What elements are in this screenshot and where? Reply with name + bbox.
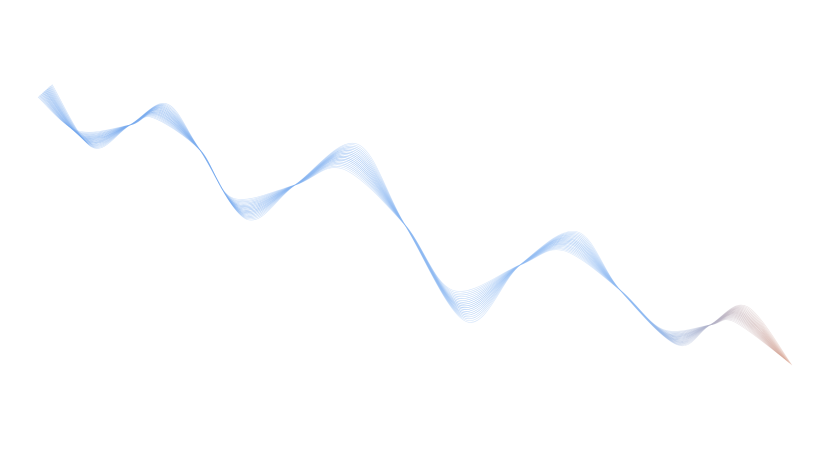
wave-line (45, 89, 787, 361)
wave-line (40, 94, 781, 356)
wave-line (45, 90, 786, 360)
wave-line (51, 84, 793, 366)
wave-line (46, 88, 788, 362)
wave-line (41, 93, 783, 358)
wave-line (50, 85, 792, 365)
wave-line (47, 87, 789, 362)
wave-line (43, 91, 784, 359)
wave-line (42, 92, 784, 358)
wave-line (38, 96, 780, 355)
wave-line (48, 87, 789, 363)
wave-line (41, 93, 782, 357)
wave-line (49, 86, 790, 364)
wave-line (39, 95, 780, 356)
wave-line (44, 90, 785, 360)
wave-line (37, 96, 779, 354)
wave-lines (37, 84, 793, 366)
wave-line (50, 85, 791, 364)
